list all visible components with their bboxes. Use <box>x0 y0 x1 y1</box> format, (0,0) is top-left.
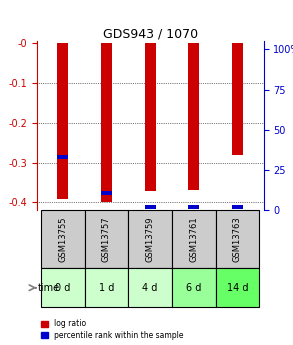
Bar <box>101 43 112 203</box>
Bar <box>145 43 156 190</box>
Text: time: time <box>38 283 59 293</box>
FancyBboxPatch shape <box>172 210 216 268</box>
Bar <box>232 205 243 209</box>
FancyBboxPatch shape <box>41 268 85 307</box>
Text: GSM13761: GSM13761 <box>189 217 198 262</box>
Legend: log ratio, percentile rank within the sample: log ratio, percentile rank within the sa… <box>39 318 185 341</box>
FancyBboxPatch shape <box>216 268 259 307</box>
Bar <box>57 43 68 198</box>
FancyBboxPatch shape <box>85 268 128 307</box>
FancyBboxPatch shape <box>128 210 172 268</box>
Text: 1 d: 1 d <box>99 283 114 293</box>
FancyBboxPatch shape <box>172 268 216 307</box>
FancyBboxPatch shape <box>41 210 85 268</box>
FancyBboxPatch shape <box>85 210 128 268</box>
Text: GSM13755: GSM13755 <box>58 217 67 262</box>
Text: GSM13763: GSM13763 <box>233 217 242 262</box>
Bar <box>188 43 199 190</box>
Text: GSM13759: GSM13759 <box>146 217 155 262</box>
Text: 0 d: 0 d <box>55 283 71 293</box>
Bar <box>232 43 243 155</box>
Bar <box>57 155 68 159</box>
Text: GSM13757: GSM13757 <box>102 217 111 262</box>
Text: 6 d: 6 d <box>186 283 202 293</box>
FancyBboxPatch shape <box>128 268 172 307</box>
Bar <box>145 205 156 209</box>
Title: GDS943 / 1070: GDS943 / 1070 <box>103 27 198 40</box>
Text: 4 d: 4 d <box>142 283 158 293</box>
Bar <box>188 205 199 209</box>
FancyBboxPatch shape <box>216 210 259 268</box>
Text: 14 d: 14 d <box>227 283 248 293</box>
Bar <box>101 191 112 195</box>
